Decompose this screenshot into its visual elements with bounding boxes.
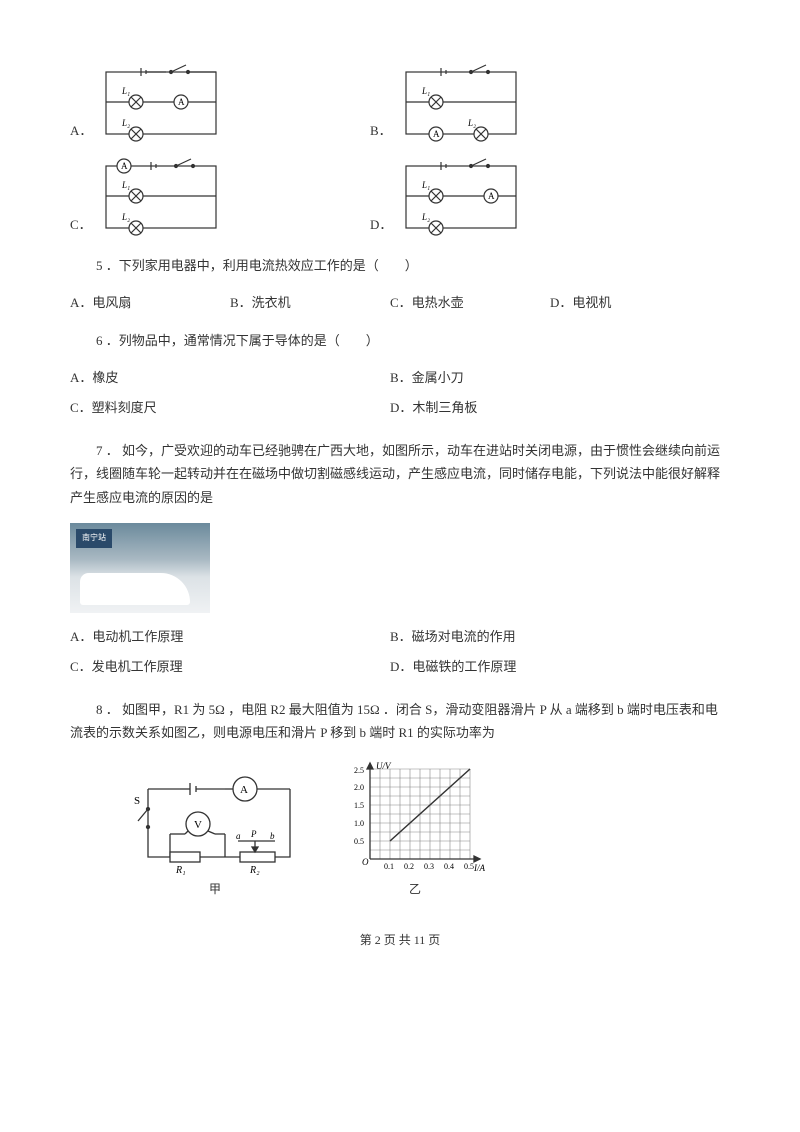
svg-text:2.5: 2.5 (354, 766, 364, 775)
q6-options: A．橡皮 B．金属小刀 C．塑料刻度尺 D．木制三角板 (70, 366, 730, 425)
svg-text:S: S (134, 795, 140, 807)
svg-text:A: A (178, 97, 185, 107)
circuit-row-1: A． L₁ L₂ A B． (70, 60, 730, 146)
svg-text:A: A (433, 129, 440, 139)
svg-text:L₁: L₁ (121, 180, 130, 190)
q5-opt-b: B．洗衣机 (230, 291, 390, 314)
q6-opt-c: C．塑料刻度尺 (70, 396, 390, 419)
svg-text:L₂: L₂ (421, 212, 430, 222)
svg-text:2.0: 2.0 (354, 783, 364, 792)
svg-text:L₁: L₁ (421, 86, 430, 96)
svg-text:b: b (270, 831, 275, 841)
q8-fig2-label: 乙 (340, 879, 490, 901)
circuit-c-diagram: A L₁ L₂ (96, 154, 226, 240)
svg-text:I/A: I/A (473, 863, 485, 873)
svg-text:0.3: 0.3 (424, 862, 434, 871)
q8-graph: U/V I/A O 0.5 1.0 1.5 2.0 2.5 0.1 0.2 0.… (340, 759, 490, 879)
svg-text:L₂: L₂ (121, 212, 130, 222)
q5-opt-d: D．电视机 (550, 291, 710, 314)
q5-options: A．电风扇 B．洗衣机 C．电热水壶 D．电视机 (70, 291, 730, 314)
option-d-label: D． (370, 213, 392, 240)
svg-text:R₂: R₂ (249, 865, 260, 876)
svg-text:R₁: R₁ (175, 865, 186, 876)
circuit-b-diagram: L₁ L₂ A (396, 60, 526, 146)
q7-opt-b: B．磁场对电流的作用 (390, 625, 710, 648)
q5-stem: 5 ．下列家用电器中，利用电流热效应工作的是（ ） (70, 254, 730, 277)
q6-opt-a: A．橡皮 (70, 366, 390, 389)
svg-text:L₁: L₁ (421, 180, 430, 190)
svg-text:A: A (121, 161, 128, 171)
page-footer: 第 2 页 共 11 页 (70, 930, 730, 952)
circuit-d-diagram: L₁ L₂ A (396, 154, 526, 240)
svg-text:V: V (194, 819, 202, 831)
q5-opt-c: C．电热水壶 (390, 291, 550, 314)
svg-text:A: A (240, 784, 248, 796)
option-a-label: A． (70, 119, 92, 146)
train-photo (70, 523, 210, 613)
svg-text:1.5: 1.5 (354, 801, 364, 810)
q6-opt-b: B．金属小刀 (390, 366, 710, 389)
q7-opt-c: C．发电机工作原理 (70, 655, 390, 678)
q8-stem: 8 ． 如图甲，R1 为 5Ω ，电阻 R2 最大阻值为 15Ω ．闭合 S，滑… (70, 698, 730, 745)
svg-text:a: a (236, 831, 241, 841)
circuit-row-2: C． A L₁ L₂ D． (70, 154, 730, 240)
svg-text:0.5: 0.5 (354, 837, 364, 846)
svg-text:L₂: L₂ (121, 118, 130, 128)
q7-opt-a: A．电动机工作原理 (70, 625, 390, 648)
q6-stem: 6 ．列物品中，通常情况下属于导体的是（ ） (70, 329, 730, 352)
q7-options: A．电动机工作原理 B．磁场对电流的作用 C．发电机工作原理 D．电磁铁的工作原… (70, 625, 730, 684)
q6-opt-d: D．木制三角板 (390, 396, 710, 419)
q8-circuit-diagram: A V S R₁ R₂ a b P (130, 769, 300, 879)
q8-fig1-label: 甲 (130, 879, 300, 901)
svg-text:O: O (362, 857, 369, 867)
q5-opt-a: A．电风扇 (70, 291, 230, 314)
svg-text:0.2: 0.2 (404, 862, 414, 871)
option-b-label: B． (370, 119, 392, 146)
svg-text:A: A (488, 191, 495, 201)
option-c-label: C． (70, 213, 92, 240)
svg-text:0.5: 0.5 (464, 862, 474, 871)
svg-text:P: P (250, 829, 257, 839)
circuit-a-diagram: L₁ L₂ A (96, 60, 226, 146)
svg-text:1.0: 1.0 (354, 819, 364, 828)
svg-text:0.1: 0.1 (384, 862, 394, 871)
svg-text:L₁: L₁ (121, 86, 130, 96)
q7-stem: 7 ． 如今，广受欢迎的动车已经驰骋在广西大地，如图所示，动车在进站时关闭电源，… (70, 439, 730, 509)
svg-text:0.4: 0.4 (444, 862, 454, 871)
q8-figures: A V S R₁ R₂ a b P 甲 (130, 759, 730, 901)
q7-opt-d: D．电磁铁的工作原理 (390, 655, 710, 678)
svg-text:L₂: L₂ (467, 118, 476, 128)
svg-text:U/V: U/V (376, 761, 392, 771)
